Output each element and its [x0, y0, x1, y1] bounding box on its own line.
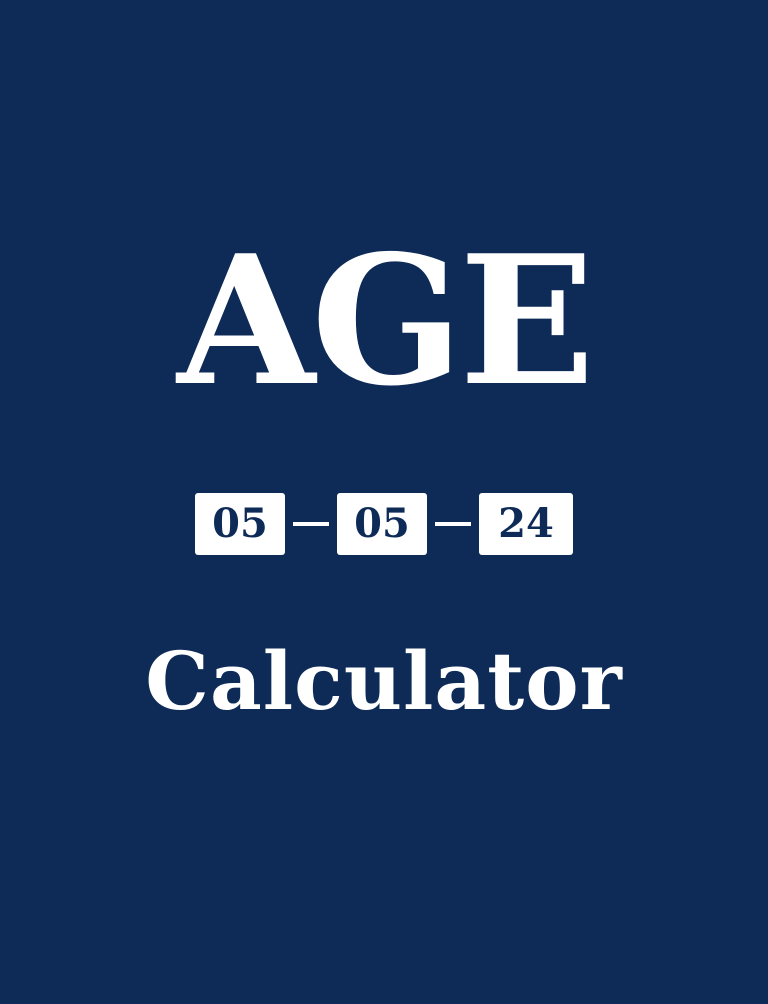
date-month-box: 05	[337, 493, 427, 555]
date-day-box: 05	[195, 493, 285, 555]
app-subtitle: Calculator	[145, 634, 623, 728]
date-year-box: 24	[479, 493, 573, 555]
app-title: AGE	[177, 216, 595, 425]
date-display: 05 05 24	[0, 493, 768, 555]
date-separator	[293, 522, 329, 526]
date-separator	[435, 522, 471, 526]
